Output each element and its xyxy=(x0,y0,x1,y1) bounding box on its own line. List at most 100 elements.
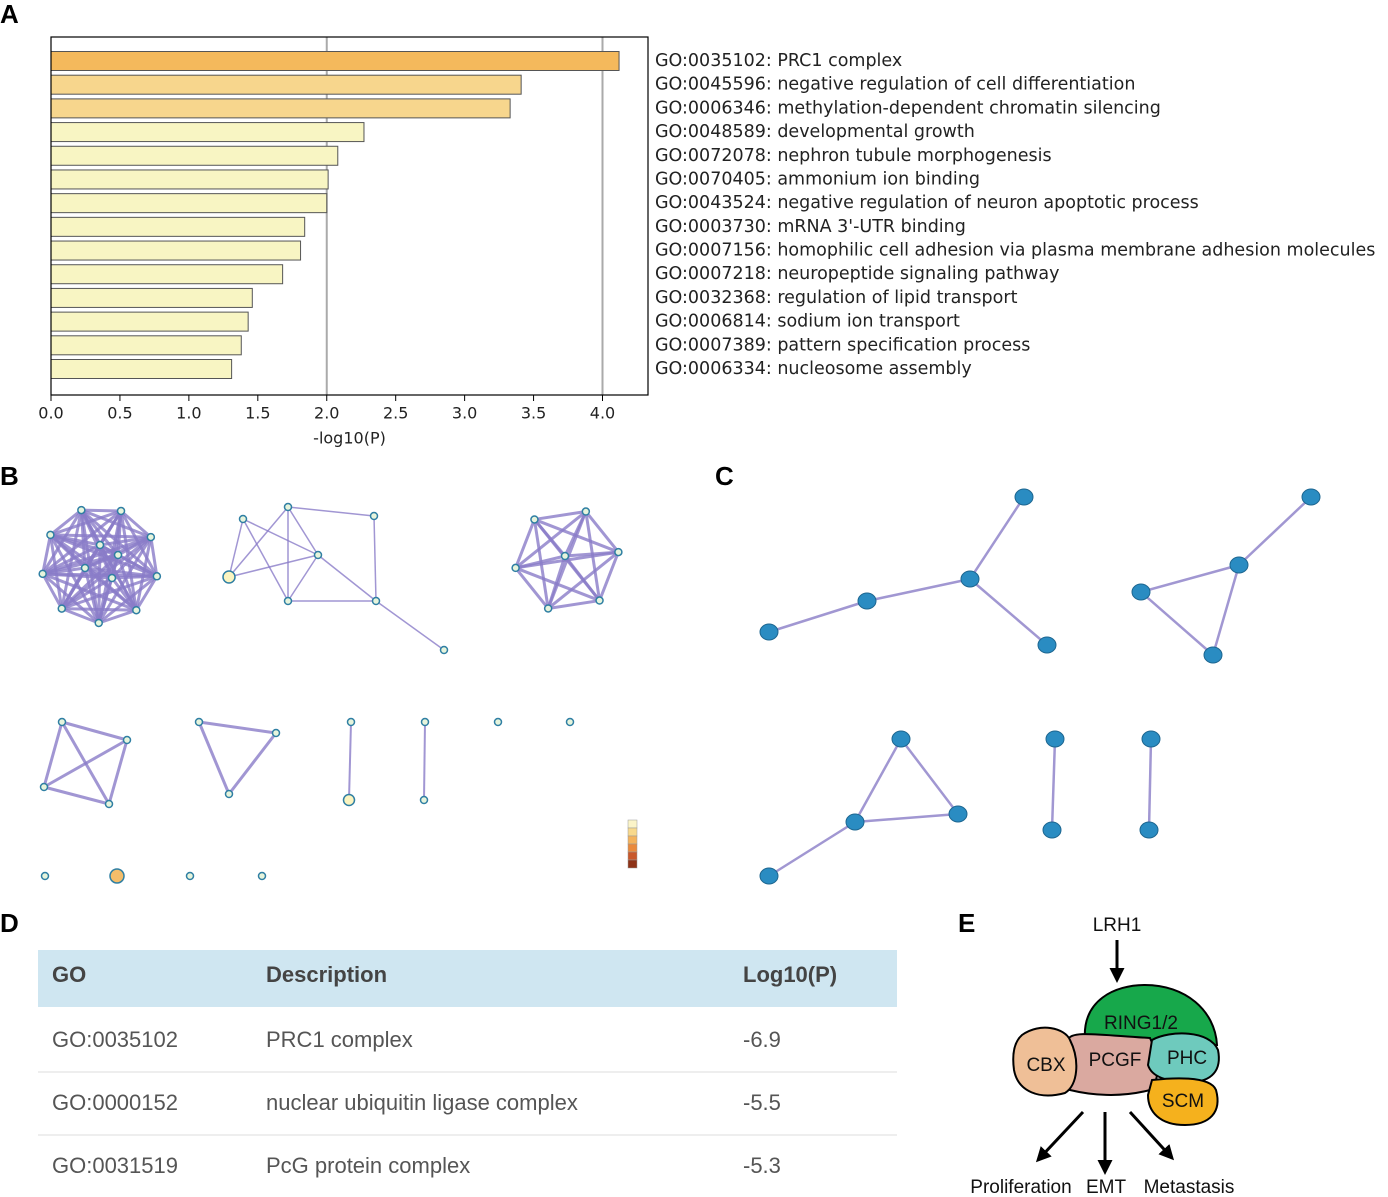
arrow xyxy=(1128,1110,1175,1161)
category-label: GO:0045596: negative regulation of cell … xyxy=(655,75,1135,95)
x-tick-label: 1.5 xyxy=(245,404,270,423)
edge xyxy=(228,506,289,578)
node xyxy=(759,623,779,641)
node xyxy=(1139,821,1159,839)
edge xyxy=(515,554,566,570)
edge xyxy=(563,555,601,602)
edge xyxy=(854,812,959,824)
edge xyxy=(515,566,601,602)
node xyxy=(185,871,195,881)
node xyxy=(113,550,123,560)
edge xyxy=(900,738,959,815)
edge xyxy=(564,550,619,558)
node xyxy=(40,871,50,881)
table-header: GO xyxy=(52,962,86,987)
node xyxy=(530,515,539,524)
table-cell: nuclear ubiquitin ligase complex xyxy=(266,1090,578,1115)
edge xyxy=(547,599,600,610)
bar xyxy=(50,122,365,143)
table-cell: PcG protein complex xyxy=(266,1153,470,1178)
edge xyxy=(348,721,352,801)
panel-label: D xyxy=(0,908,19,938)
edge xyxy=(43,785,110,806)
bar xyxy=(50,216,306,237)
edge xyxy=(514,518,536,569)
table-cell: -5.5 xyxy=(743,1090,781,1115)
category-label: GO:0007389: pattern specification proces… xyxy=(655,335,1030,355)
edge xyxy=(41,573,64,610)
panel-label: B xyxy=(0,461,19,491)
bar xyxy=(50,74,522,95)
panel-label: E xyxy=(958,908,975,938)
bar xyxy=(50,169,329,190)
table-cell: GO:0000152 xyxy=(52,1090,178,1115)
edge xyxy=(84,566,113,580)
category-label: GO:0006346: methylation-dependent chroma… xyxy=(655,98,1161,118)
panel-label: C xyxy=(715,461,734,491)
bar xyxy=(50,145,339,166)
edge xyxy=(317,554,377,602)
edge xyxy=(79,509,87,569)
node xyxy=(116,506,126,516)
component-label: PCGF xyxy=(1089,1050,1142,1071)
category-label: GO:0007156: homophilic cell adhesion via… xyxy=(655,241,1375,261)
edge xyxy=(533,518,619,554)
edge xyxy=(287,506,375,517)
edge xyxy=(1140,591,1214,656)
legend-scale xyxy=(627,819,638,869)
edge xyxy=(373,515,377,602)
edge xyxy=(598,551,620,602)
edge xyxy=(107,739,129,805)
node xyxy=(891,730,911,748)
edge xyxy=(42,535,152,576)
edge xyxy=(42,543,101,576)
node xyxy=(39,782,49,792)
node xyxy=(759,867,779,885)
node xyxy=(257,871,267,881)
node xyxy=(1037,636,1057,654)
edge xyxy=(42,721,64,788)
category-label: GO:0048589: developmental growth xyxy=(655,122,975,142)
scm-shape xyxy=(1146,1077,1219,1127)
node xyxy=(419,795,429,805)
node xyxy=(439,645,449,655)
node xyxy=(222,570,236,584)
panel-label: A xyxy=(0,0,19,29)
category-label: GO:0006814: sodium ion transport xyxy=(655,312,960,332)
edge xyxy=(969,578,1048,646)
node xyxy=(369,511,379,521)
node xyxy=(224,789,234,799)
node xyxy=(57,717,67,727)
node xyxy=(1301,488,1321,506)
network-c xyxy=(759,488,1321,885)
category-label: GO:0032368: regulation of lipid transpor… xyxy=(655,288,1018,308)
node xyxy=(1014,488,1034,506)
node xyxy=(1045,730,1065,748)
edge xyxy=(49,508,83,537)
edge xyxy=(1211,564,1241,656)
table-header: Log10(P) xyxy=(743,962,837,987)
edge xyxy=(768,820,856,878)
edge xyxy=(60,576,113,610)
node xyxy=(1203,646,1223,664)
node xyxy=(1131,583,1151,601)
node xyxy=(238,514,248,524)
node xyxy=(283,502,293,512)
edge xyxy=(1140,563,1240,594)
table-body: GO:0035102 PRC1 complex -6.9 GO:0000152 nucl… xyxy=(52,1027,781,1178)
edge xyxy=(41,534,52,575)
node xyxy=(493,717,503,727)
x-tick-label: 3.5 xyxy=(521,404,546,423)
node xyxy=(104,799,114,809)
edge xyxy=(228,518,244,578)
node xyxy=(581,507,591,516)
category-label: GO:0035102: PRC1 complex xyxy=(655,51,902,71)
node xyxy=(283,596,293,606)
node xyxy=(1229,556,1249,574)
edge xyxy=(534,510,587,521)
edge xyxy=(514,566,550,610)
edge xyxy=(563,510,588,557)
node xyxy=(1042,821,1062,839)
node xyxy=(57,604,67,613)
